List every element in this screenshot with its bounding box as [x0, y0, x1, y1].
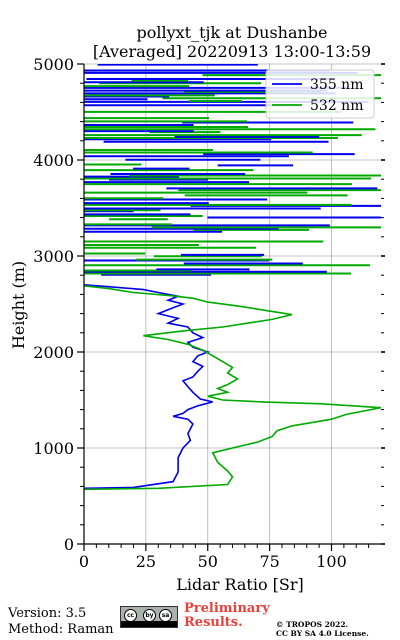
y-tick-label: 0 — [64, 535, 74, 554]
x-tick-label: 25 — [136, 552, 156, 571]
series-line — [84, 284, 213, 490]
legend-entry: 355 nm — [310, 77, 363, 93]
lidar-ratio-chart: pollyxt_tjk at Dushanbe [Averaged] 20220… — [9, 23, 385, 594]
x-tick-label: 50 — [198, 552, 218, 571]
x-tick-label: 100 — [316, 552, 347, 571]
x-axis-label: Lidar Ratio [Sr] — [176, 575, 304, 594]
copyright-line-1: © TROPOS 2022. — [276, 620, 349, 629]
series-lines — [84, 284, 381, 491]
preliminary-results-label: Preliminary Results. — [184, 602, 270, 630]
y-tick-label: 3000 — [33, 247, 74, 266]
chart-title-line-2: [Averaged] 20220913 13:00-13:59 — [93, 42, 371, 61]
legend-box — [265, 69, 375, 119]
preliminary-line-2: Results. — [184, 615, 243, 630]
preliminary-line-1: Preliminary — [184, 601, 270, 616]
x-tick-label: 0 — [79, 552, 89, 571]
legend-entry: 532 nm — [310, 98, 363, 114]
y-tick-label: 4000 — [33, 151, 74, 170]
x-tick-label: 75 — [259, 552, 279, 571]
y-tick-label: 5000 — [33, 55, 74, 74]
legend: 355 nm 532 nm — [265, 69, 375, 119]
y-axis-label: Height (m) — [9, 261, 28, 349]
chart-title-line-1: pollyxt_tjk at Dushanbe — [136, 23, 327, 42]
y-tick-label: 1000 — [33, 439, 74, 458]
copyright-line-2: CC BY SA 4.0 License. — [276, 629, 369, 638]
cc-license-badge-icon: cc by sa — [120, 606, 178, 628]
version-text: Version: 3.5 — [8, 606, 87, 621]
copyright-notice: © TROPOS 2022. CC BY SA 4.0 License. — [276, 620, 369, 638]
method-text: Method: Raman — [8, 622, 114, 637]
y-tick-label: 2000 — [33, 343, 74, 362]
series-line — [84, 285, 381, 491]
